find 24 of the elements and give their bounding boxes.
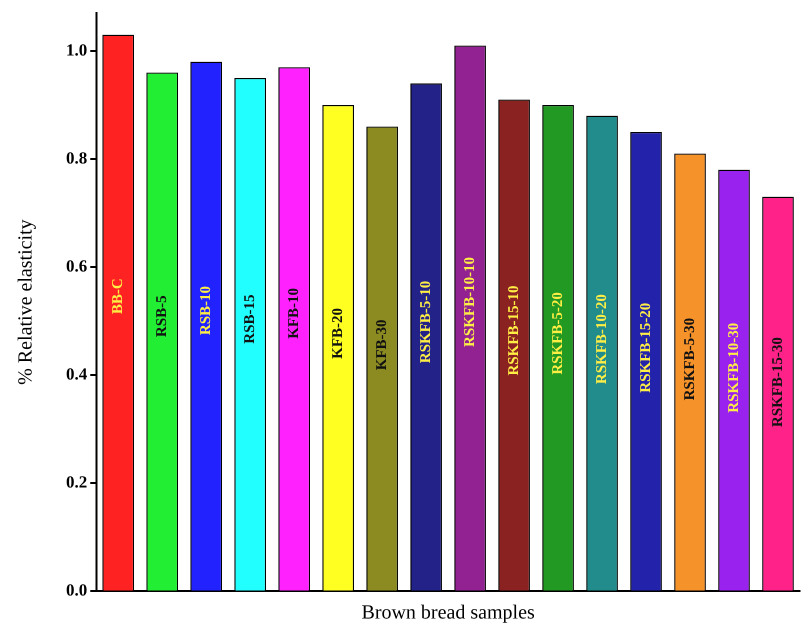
x-tick-label: RSB-15 xyxy=(242,294,258,344)
x-tick-label: RSKFB-10-20 xyxy=(594,294,610,384)
x-tick-label: RSB-10 xyxy=(198,286,214,336)
y-tick-label: 0.0 xyxy=(66,580,88,600)
x-tick-label: RSKFB-5-10 xyxy=(418,280,434,364)
x-tick-label: RSKFB-15-20 xyxy=(638,302,654,393)
x-tick-label: RSKFB-5-20 xyxy=(550,292,566,375)
x-tick-label: RSKFB-15-30 xyxy=(770,337,786,428)
x-tick-label: RSKFB-5-30 xyxy=(682,318,698,400)
x-tick-label: BB-C xyxy=(110,278,126,314)
y-tick-label: 0.4 xyxy=(66,364,88,384)
y-tick-label: 0.6 xyxy=(66,256,88,276)
x-tick-label: RSKFB-10-30 xyxy=(726,322,742,413)
x-tick-label: KFB-20 xyxy=(330,308,346,359)
y-axis-title: % Relative elasticity xyxy=(14,219,36,385)
x-tick-label: KFB-10 xyxy=(286,288,302,339)
x-tick-label: RSKFB-15-10 xyxy=(506,286,522,376)
y-tick-label: 1.0 xyxy=(66,40,88,60)
x-tick-label: KFB-30 xyxy=(374,319,390,370)
y-tick-label: 0.2 xyxy=(66,472,88,492)
x-axis-title: Brown bread samples xyxy=(361,601,535,624)
x-tick-label: RSKFB-10-10 xyxy=(462,256,478,347)
y-tick-label: 0.8 xyxy=(66,148,88,168)
x-tick-label: RSB-5 xyxy=(154,295,170,338)
